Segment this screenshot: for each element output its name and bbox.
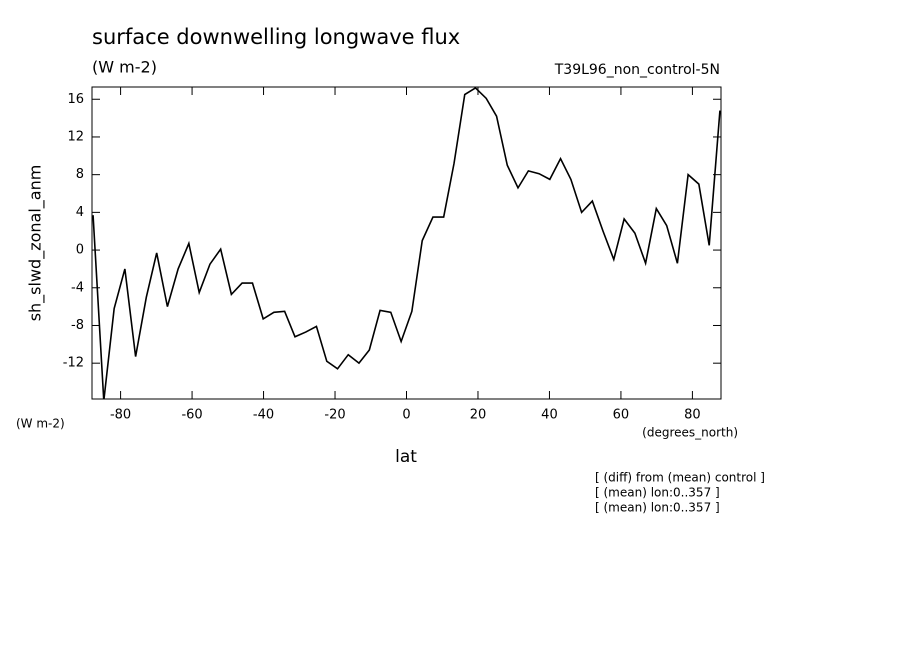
dataset-label: T39L96_non_control-5N xyxy=(554,62,720,78)
x-tick-label: -80 xyxy=(110,408,131,423)
y-units: (W m-2) xyxy=(16,417,65,431)
x-tick-label: 40 xyxy=(541,408,558,423)
x-axis-label: lat xyxy=(395,447,417,467)
y-axis-label: sh_slwd_zonal_anm xyxy=(26,165,46,322)
x-units: (degrees_north) xyxy=(642,426,738,440)
y-tick-label: -8 xyxy=(71,318,84,333)
y-tick-label: -12 xyxy=(63,356,84,371)
subtitle: (W m-2) xyxy=(92,58,157,77)
y-tick-label: -4 xyxy=(71,280,84,295)
y-tick-label: 16 xyxy=(67,92,84,107)
y-tick-label: 12 xyxy=(67,129,84,144)
x-tick-label: -20 xyxy=(324,408,345,423)
x-tick-label: -60 xyxy=(181,408,202,423)
x-tick-label: 80 xyxy=(684,408,701,423)
y-tick-label: 0 xyxy=(76,243,84,258)
x-tick-label: 60 xyxy=(613,408,630,423)
y-tick-label: 4 xyxy=(76,205,84,220)
y-tick-label: 8 xyxy=(76,167,84,182)
plot-frame xyxy=(91,86,722,400)
data-line xyxy=(92,87,721,399)
chart-title: surface downwelling longwave flux xyxy=(92,25,460,49)
x-tick-label: -40 xyxy=(253,408,274,423)
x-tick-label: 0 xyxy=(402,408,410,423)
annotation: [ (mean) lon:0..357 ] xyxy=(595,486,720,500)
annotation: [ (mean) lon:0..357 ] xyxy=(595,501,720,515)
x-tick-label: 20 xyxy=(470,408,487,423)
annotation: [ (diff) from (mean) control ] xyxy=(595,471,765,485)
